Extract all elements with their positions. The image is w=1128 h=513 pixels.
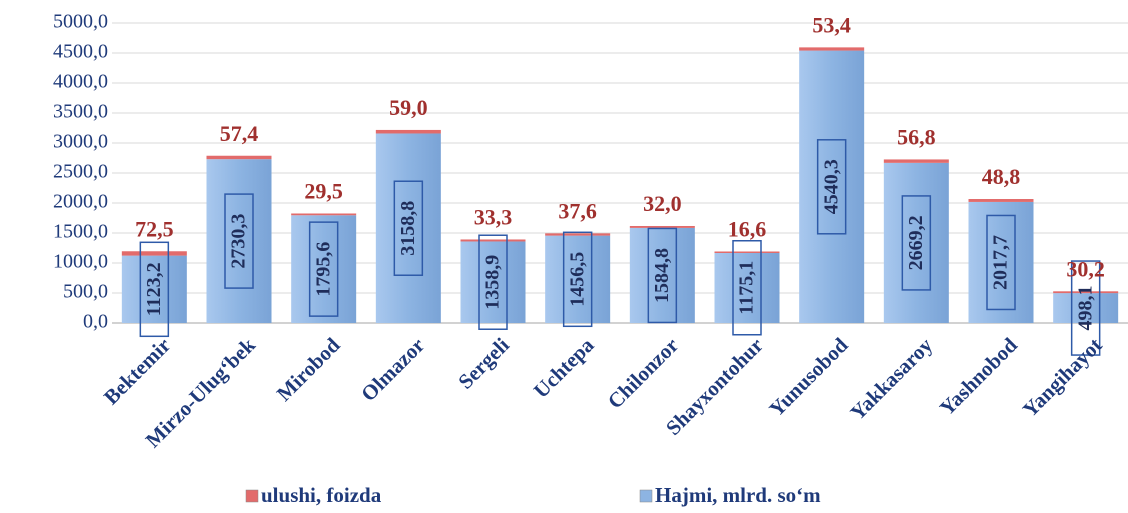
bar — [799, 50, 865, 323]
x-tick-label: Uchtepa — [529, 333, 599, 403]
bar-cap — [206, 155, 272, 160]
value-label: 59,0 — [389, 95, 428, 120]
value-label-group: 4540,3 — [816, 139, 847, 235]
value-label: 2730,3 — [228, 214, 250, 269]
bar — [545, 235, 611, 323]
value-label-group: 1456,5 — [562, 231, 593, 328]
bar-cap — [460, 239, 526, 242]
legend-marker — [245, 489, 259, 503]
value-label: 4540,3 — [820, 159, 842, 214]
bar — [714, 252, 780, 323]
value-label-box — [393, 180, 424, 276]
x-tick-label: Yashnobod — [935, 333, 1022, 420]
bar — [375, 133, 441, 323]
y-tick-label: 3000,0 — [53, 131, 108, 153]
value-label-box — [732, 239, 762, 336]
y-tick-label: 5000,0 — [53, 11, 108, 33]
bar — [883, 162, 949, 323]
bar-cap — [291, 213, 357, 216]
value-label: 1123,2 — [143, 262, 165, 316]
value-label: 32,0 — [643, 191, 682, 216]
y-tick-label: 4500,0 — [53, 41, 108, 63]
value-label-box — [308, 221, 339, 317]
value-label-group: 1123,2 — [139, 241, 170, 338]
x-tick-label: Mirobod — [272, 333, 345, 406]
bar — [629, 227, 695, 323]
value-label-box — [224, 193, 254, 289]
value-label-box — [901, 195, 932, 291]
value-label: 1795,6 — [312, 242, 334, 297]
y-tick-label: 1500,0 — [53, 221, 108, 243]
x-tick-label: Yakkasaroy — [845, 333, 937, 425]
value-label: 37,6 — [558, 198, 597, 223]
y-tick-label: 3500,0 — [53, 101, 108, 123]
value-label: 1584,8 — [651, 248, 673, 303]
value-label: 30,2 — [1066, 256, 1105, 281]
value-label: 2669,2 — [905, 215, 927, 270]
value-label-group: 1358,9 — [478, 234, 508, 330]
legend-marker — [639, 489, 653, 503]
bar-cap — [883, 159, 949, 163]
y-tick-label: 1000,0 — [53, 251, 108, 273]
value-label-group: 1584,8 — [647, 227, 678, 324]
x-tick-label: Yunusobod — [764, 333, 852, 421]
value-label: 48,8 — [982, 164, 1021, 189]
value-label-box — [986, 214, 1016, 311]
value-label-box — [1070, 260, 1101, 356]
value-label-box — [478, 234, 508, 330]
value-label-group: 2730,3 — [224, 193, 254, 289]
value-label: 16,6 — [728, 217, 767, 242]
value-label: 57,4 — [220, 121, 259, 146]
bar — [968, 201, 1034, 323]
bar-cap — [629, 225, 695, 228]
value-label: 72,5 — [135, 216, 174, 241]
x-tick-label: Yangihayot — [1018, 333, 1107, 422]
x-tick-label: Bektemir — [99, 333, 175, 409]
value-label: 1175,1 — [736, 261, 758, 315]
value-label: 33,3 — [474, 205, 513, 230]
value-label: 2017,7 — [990, 235, 1012, 290]
y-tick-label: 500,0 — [63, 281, 108, 303]
bar-cap — [1053, 291, 1119, 294]
x-tick-label: Olmazor — [356, 333, 429, 406]
value-label: 3158,8 — [397, 201, 419, 256]
value-label-box — [139, 241, 170, 338]
y-tick-label: 4000,0 — [53, 71, 108, 93]
value-label: 498,1 — [1074, 286, 1096, 331]
value-label: 1456,5 — [566, 252, 588, 307]
bar — [1053, 293, 1119, 323]
bar-cap — [545, 233, 611, 236]
y-tick-label: 2500,0 — [53, 161, 108, 183]
value-label: 56,8 — [897, 124, 936, 149]
value-label-group: 498,1 — [1070, 260, 1101, 356]
bar-cap — [799, 47, 865, 51]
value-label: 53,4 — [812, 12, 851, 37]
bar — [291, 215, 357, 323]
x-tick-label: Chilonzor — [603, 333, 683, 413]
value-label: 29,5 — [304, 179, 343, 204]
value-label-box — [562, 231, 593, 328]
value-label-group: 1795,6 — [308, 221, 339, 317]
bar-cap — [968, 199, 1034, 202]
x-tick-label: Sergeli — [453, 333, 514, 394]
y-tick-label: 2000,0 — [53, 191, 108, 213]
bar-cap — [121, 251, 187, 256]
value-label-box — [816, 139, 847, 235]
value-label-group: 3158,8 — [393, 180, 424, 276]
bar — [121, 255, 187, 323]
value-label-group: 2017,7 — [986, 214, 1016, 311]
value-label-group: 2669,2 — [901, 195, 932, 291]
bar — [206, 159, 272, 323]
bar — [460, 241, 526, 323]
bar-cap — [714, 251, 780, 253]
legend-label: ulushi, foizda — [261, 483, 382, 507]
value-label: 1358,9 — [482, 255, 504, 310]
value-label-box — [647, 227, 678, 324]
legend-label: Hajmi, mlrd. so‘m — [655, 483, 821, 507]
y-tick-label: 0,0 — [83, 311, 108, 333]
value-label-group: 1175,1 — [732, 239, 762, 336]
bar-cap — [375, 129, 441, 134]
